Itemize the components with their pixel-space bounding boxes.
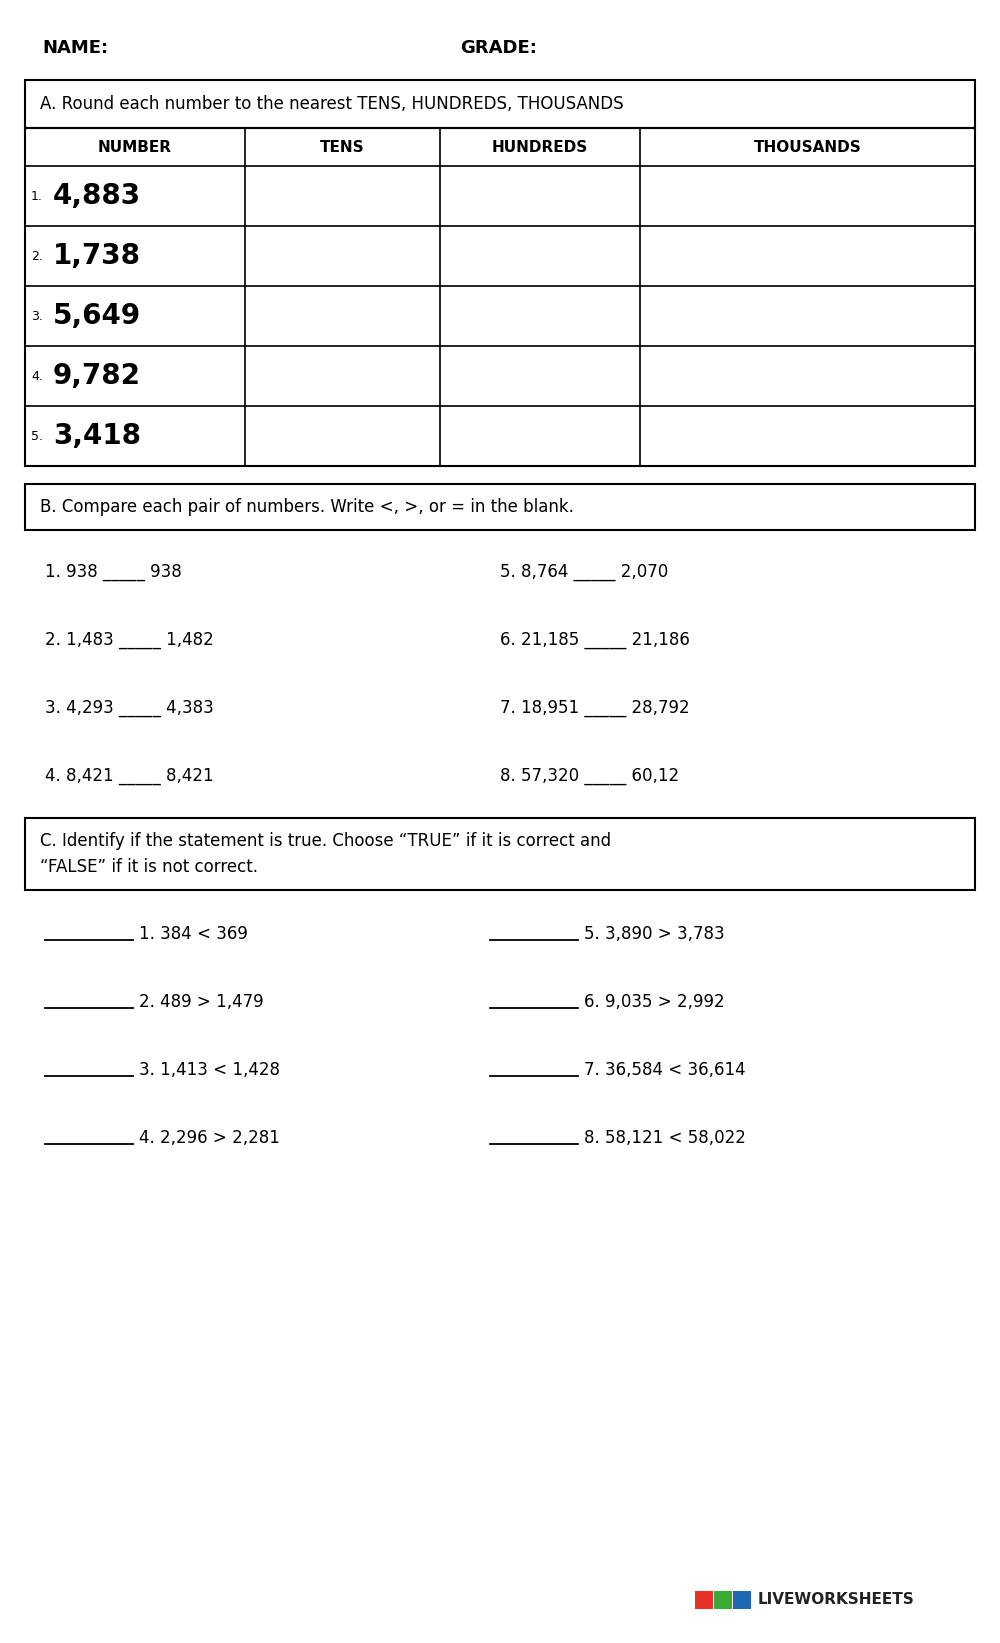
- Text: 8. 57,320 _____ 60,12: 8. 57,320 _____ 60,12: [500, 767, 679, 785]
- Text: B. Compare each pair of numbers. Write <, >, or = in the blank.: B. Compare each pair of numbers. Write <…: [40, 498, 574, 516]
- Text: LIVEWORKSHEETS: LIVEWORKSHEETS: [758, 1592, 915, 1607]
- Text: “FALSE” if it is not correct.: “FALSE” if it is not correct.: [40, 858, 258, 876]
- Text: 2.: 2.: [31, 250, 43, 263]
- Bar: [25, 128, 975, 467]
- Text: 4.: 4.: [31, 370, 43, 383]
- Text: THOUSANDS: THOUSANDS: [754, 140, 861, 154]
- Text: NUMBER: NUMBER: [98, 140, 172, 154]
- Text: 3. 1,413 < 1,428: 3. 1,413 < 1,428: [139, 1061, 280, 1079]
- Bar: [695, 1590, 713, 1608]
- Text: 7. 18,951 _____ 28,792: 7. 18,951 _____ 28,792: [500, 698, 690, 716]
- Text: 1. 384 < 369: 1. 384 < 369: [139, 925, 248, 943]
- Bar: [25, 485, 975, 531]
- Text: 5.: 5.: [31, 429, 43, 442]
- Text: 5,649: 5,649: [53, 302, 141, 330]
- Bar: [733, 1590, 751, 1608]
- Text: 4. 2,296 > 2,281: 4. 2,296 > 2,281: [139, 1129, 280, 1147]
- Text: NAME:: NAME:: [42, 39, 108, 58]
- Bar: [714, 1590, 732, 1608]
- Bar: [25, 818, 975, 891]
- Text: 6. 9,035 > 2,992: 6. 9,035 > 2,992: [584, 992, 725, 1010]
- Text: C. Identify if the statement is true. Choose “TRUE” if it is correct and: C. Identify if the statement is true. Ch…: [40, 831, 611, 849]
- Text: 9,782: 9,782: [53, 361, 141, 389]
- Text: 5. 3,890 > 3,783: 5. 3,890 > 3,783: [584, 925, 725, 943]
- Text: 3.: 3.: [31, 309, 43, 322]
- Text: 1. 938 _____ 938: 1. 938 _____ 938: [45, 564, 182, 582]
- Text: 7. 36,584 < 36,614: 7. 36,584 < 36,614: [584, 1061, 746, 1079]
- Text: TENS: TENS: [320, 140, 365, 154]
- Bar: [25, 81, 975, 128]
- Text: 2. 1,483 _____ 1,482: 2. 1,483 _____ 1,482: [45, 631, 214, 649]
- Text: 1.: 1.: [31, 189, 43, 202]
- Text: 4. 8,421 _____ 8,421: 4. 8,421 _____ 8,421: [45, 767, 214, 785]
- Text: 1,738: 1,738: [53, 242, 141, 269]
- Text: 8. 58,121 < 58,022: 8. 58,121 < 58,022: [584, 1129, 746, 1147]
- Text: 6. 21,185 _____ 21,186: 6. 21,185 _____ 21,186: [500, 631, 690, 649]
- Text: 4,883: 4,883: [53, 182, 141, 210]
- Text: GRADE:: GRADE:: [460, 39, 537, 58]
- Text: HUNDREDS: HUNDREDS: [492, 140, 588, 154]
- Text: 3. 4,293 _____ 4,383: 3. 4,293 _____ 4,383: [45, 698, 214, 716]
- Text: 3,418: 3,418: [53, 422, 141, 450]
- Text: A. Round each number to the nearest TENS, HUNDREDS, THOUSANDS: A. Round each number to the nearest TENS…: [40, 95, 624, 113]
- Text: 2. 489 > 1,479: 2. 489 > 1,479: [139, 992, 264, 1010]
- Text: 5. 8,764 _____ 2,070: 5. 8,764 _____ 2,070: [500, 564, 668, 582]
